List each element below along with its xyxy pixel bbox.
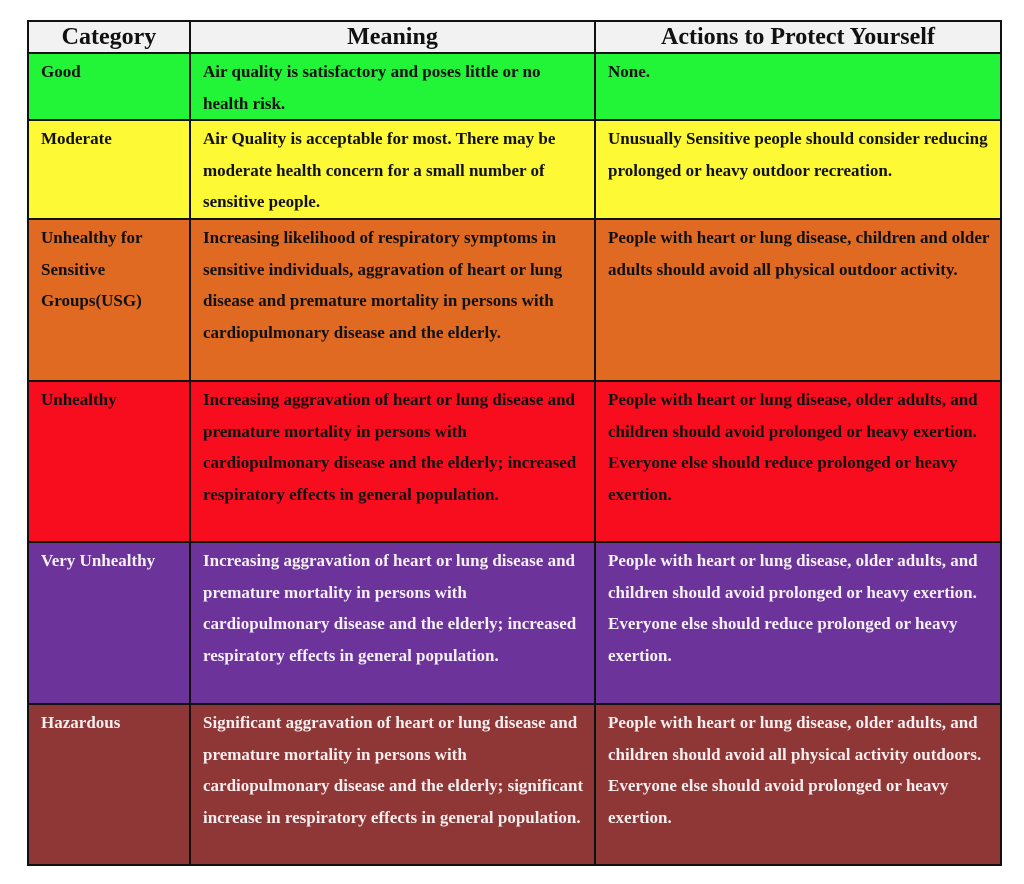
header-category: Category bbox=[27, 20, 191, 54]
table-row: Unhealthy for Sensitive Groups(USG) Incr… bbox=[27, 218, 1002, 383]
meaning-cell: Air Quality is acceptable for most. Ther… bbox=[189, 119, 596, 221]
category-cell: Unhealthy for Sensitive Groups(USG) bbox=[27, 218, 191, 383]
category-cell: Hazardous bbox=[27, 703, 191, 867]
air-quality-table: Category Meaning Actions to Protect Your… bbox=[27, 20, 1002, 867]
table-row: Very Unhealthy Increasing aggravation of… bbox=[27, 541, 1002, 706]
table-row: Hazardous Significant aggravation of hea… bbox=[27, 703, 1002, 867]
header-actions: Actions to Protect Yourself bbox=[594, 20, 1002, 54]
table-row: Unhealthy Increasing aggravation of hear… bbox=[27, 380, 1002, 544]
category-cell: Moderate bbox=[27, 119, 191, 221]
category-cell: Good bbox=[27, 51, 191, 122]
meaning-cell: Increasing aggravation of heart or lung … bbox=[189, 380, 596, 544]
meaning-cell: Increasing aggravation of heart or lung … bbox=[189, 541, 596, 706]
actions-cell: People with heart or lung disease, child… bbox=[594, 218, 1002, 383]
actions-cell: People with heart or lung disease, older… bbox=[594, 703, 1002, 867]
category-cell: Unhealthy bbox=[27, 380, 191, 544]
header-meaning: Meaning bbox=[189, 20, 596, 54]
meaning-cell: Increasing likelihood of respiratory sym… bbox=[189, 218, 596, 383]
table-row: Moderate Air Quality is acceptable for m… bbox=[27, 119, 1002, 221]
meaning-cell: Significant aggravation of heart or lung… bbox=[189, 703, 596, 867]
meaning-cell: Air quality is satisfactory and poses li… bbox=[189, 51, 596, 122]
actions-cell: None. bbox=[594, 51, 1002, 122]
actions-cell: People with heart or lung disease, older… bbox=[594, 541, 1002, 706]
header-row: Category Meaning Actions to Protect Your… bbox=[27, 20, 1002, 54]
table-row: Good Air quality is satisfactory and pos… bbox=[27, 51, 1002, 122]
actions-cell: Unusually Sensitive people should consid… bbox=[594, 119, 1002, 221]
category-cell: Very Unhealthy bbox=[27, 541, 191, 706]
actions-cell: People with heart or lung disease, older… bbox=[594, 380, 1002, 544]
